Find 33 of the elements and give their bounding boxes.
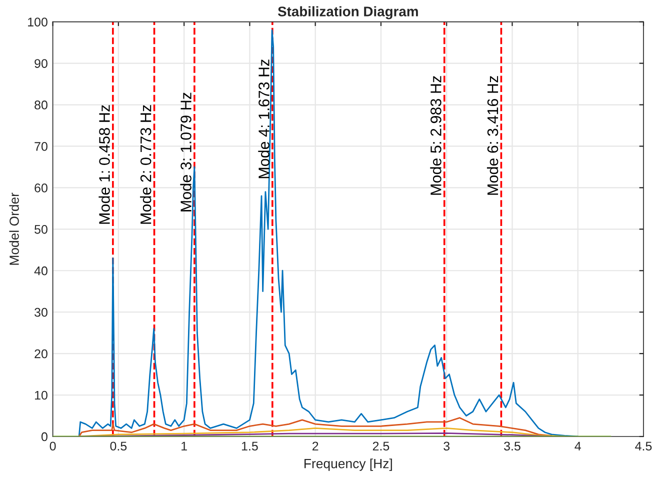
- annotation: Mode 5: 2.983 Hz: [430, 76, 442, 195]
- annotation: Mode 2: 0.773 Hz: [140, 105, 152, 224]
- annotation: Mode 1: 0.458 Hz: [98, 105, 110, 224]
- y-tick-label: 30: [34, 308, 48, 317]
- x-axis-title: Frequency [Hz]: [304, 458, 392, 471]
- x-tick-label: 4.5: [635, 442, 652, 451]
- y-tick-label: 40: [34, 266, 48, 276]
- chart-title: Stabilization Diagram: [278, 6, 418, 20]
- y-tick-label: 50: [34, 224, 48, 234]
- x-tick-label: 2: [312, 442, 318, 450]
- line-series: [78, 29, 579, 436]
- y-tick-label: 60: [34, 183, 48, 192]
- line-series: [78, 417, 552, 436]
- annotation: Mode 4: 1.673 Hz: [258, 60, 270, 178]
- x-tick-label: 3.5: [504, 442, 520, 451]
- y-tick-label: 70: [34, 142, 48, 151]
- y-axis-title: Model Order: [9, 192, 19, 265]
- x-tick-label: 1: [182, 442, 187, 450]
- x-tick-label: 2.5: [372, 442, 390, 451]
- y-tick-label: 0: [41, 432, 48, 442]
- x-tick-label: 0: [50, 442, 56, 451]
- y-tick-label: 10: [34, 390, 48, 400]
- y-tick-label: 80: [34, 100, 48, 110]
- line-series: [78, 428, 566, 436]
- x-tick-label: 1.5: [242, 442, 258, 451]
- x-tick-label: 4: [574, 442, 581, 450]
- annotation: Mode 3: 1.079 Hz: [180, 92, 192, 212]
- x-tick-label: 3: [444, 442, 450, 451]
- y-tick-label: 100: [28, 18, 48, 26]
- x-tick-label: 0.5: [110, 442, 127, 451]
- y-tick-label: 20: [34, 349, 48, 358]
- y-tick-label: 90: [34, 59, 48, 68]
- annotation: Mode 6: 3.416 Hz: [486, 76, 498, 195]
